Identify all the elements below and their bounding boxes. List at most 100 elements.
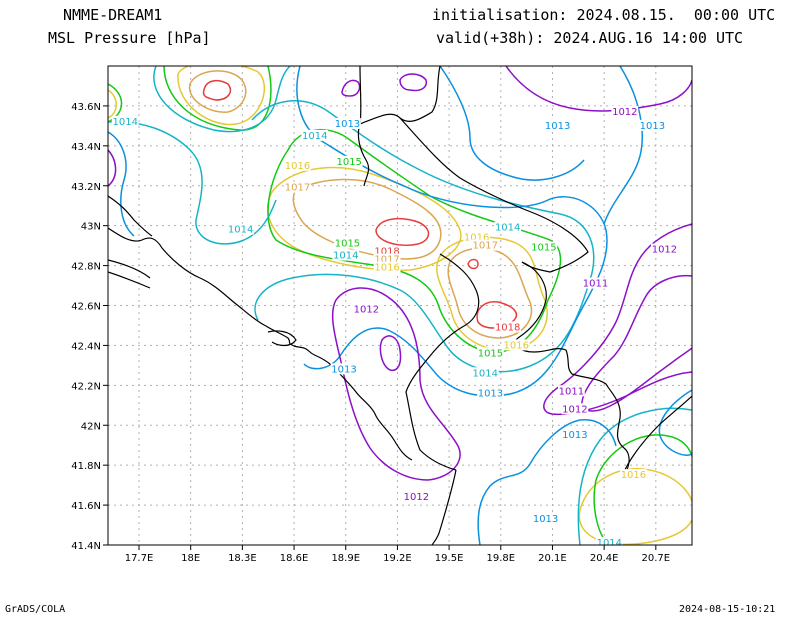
graticule-grid	[108, 66, 692, 545]
border-macedonia	[621, 395, 692, 477]
isobar-1013-northeast	[439, 66, 585, 181]
contour-label: 1012	[652, 245, 677, 256]
contour-label-bg	[595, 537, 623, 545]
lat-tick-label: 42.2N	[71, 381, 101, 392]
isobar-1013-far-east	[658, 389, 692, 456]
lon-tick-label: 20.7E	[642, 553, 671, 564]
isobar-1015-main	[267, 128, 562, 353]
contour-label-bg	[471, 239, 499, 251]
contour-label: 1013	[478, 388, 503, 399]
isobar-1014-north	[153, 66, 291, 133]
contour-label-bg	[477, 387, 504, 399]
contour-label: 1012	[612, 107, 637, 118]
isobar-1018-small	[467, 258, 479, 270]
isobar-1017-east	[447, 247, 533, 339]
contour-label: 1014	[473, 368, 498, 379]
border-bih	[357, 66, 370, 187]
contour-label-bg	[582, 277, 609, 289]
contour-label-bg	[330, 363, 358, 375]
contour-label: 1015	[478, 348, 503, 359]
coastlines-and-borders	[108, 66, 692, 545]
isobar-1012-center	[331, 287, 461, 481]
border-albania	[514, 261, 630, 477]
contour-label-bg	[402, 491, 430, 503]
contour-label-bg	[477, 347, 504, 359]
lat-tick-label: 41.6N	[71, 501, 101, 512]
coastline-inlet	[267, 330, 297, 347]
contour-label-bg	[373, 253, 401, 265]
contour-label: 1013	[335, 119, 360, 130]
isobar-1018-east	[476, 301, 518, 329]
contour-label-bg	[334, 237, 361, 249]
isobar-1013-west	[108, 131, 135, 237]
lat-tick-label: 41.8N	[71, 461, 101, 472]
contour-label-bg	[558, 385, 585, 397]
border-west	[108, 195, 153, 237]
isobar-1016-center	[267, 166, 462, 272]
lon-tick-label: 20.4E	[590, 553, 619, 564]
lon-tick-label: 18.6E	[280, 553, 309, 564]
isobar-1013-east	[603, 66, 643, 225]
isobar-1013-south	[477, 419, 617, 545]
contour-label: 1014	[597, 538, 622, 549]
lat-tick-label: 41.4N	[71, 541, 101, 552]
contour-label-bg	[373, 261, 401, 273]
border-south	[431, 469, 457, 545]
contour-label: 1016	[504, 340, 529, 351]
contour-label-bg	[334, 117, 361, 129]
contour-label-bg	[284, 159, 311, 171]
lon-tick-label: 19.2E	[383, 553, 412, 564]
contour-label: 1017	[285, 183, 310, 194]
contour-label: 1016	[285, 161, 310, 172]
isobar-1014-southeast	[577, 407, 692, 545]
contour-label: 1013	[331, 364, 356, 375]
lat-tick-label: 42.8N	[71, 262, 101, 273]
contour-label-bg	[494, 221, 522, 233]
contour-label-bg	[494, 321, 522, 333]
footer-timestamp: 2024-08-15-10:21	[679, 604, 776, 615]
axis-ticks: 17.7E 18E 18.3E 18.6E 18.9E 19.2E 19.5E 19.8E 20…	[71, 102, 670, 564]
isobar-1011	[581, 274, 692, 412]
isobar-1013-main	[296, 66, 608, 397]
contour-label-bg	[332, 249, 360, 261]
lat-tick-label: 43.2N	[71, 182, 101, 193]
contour-label-bg	[544, 119, 572, 131]
coastline-peninsula	[108, 259, 151, 289]
contour-label-bg	[471, 367, 499, 379]
contour-label: 1015	[335, 239, 360, 250]
isobar-lines	[108, 66, 692, 545]
isobar-1018-west	[375, 217, 430, 246]
border-kosovo	[405, 253, 480, 471]
contour-label: 1014	[333, 251, 358, 262]
contour-label-bg	[561, 403, 589, 415]
contour-label-bg	[335, 155, 363, 167]
model-title: NMME-DREAM1	[63, 6, 163, 24]
contour-label: 1017	[473, 241, 498, 252]
lat-tick-label: 43N	[81, 222, 101, 233]
contour-label-bg	[353, 303, 380, 315]
contour-label: 1016	[374, 263, 399, 274]
lat-tick-label: 42.6N	[71, 302, 101, 313]
contour-label-bg	[530, 241, 558, 253]
contour-label: 1013	[562, 430, 587, 441]
contour-label: 1015	[336, 157, 361, 168]
field-title: MSL Pressure [hPa]	[48, 29, 211, 47]
contour-label-bg	[502, 339, 530, 351]
contour-label: 1011	[583, 279, 608, 290]
lon-tick-label: 18.9E	[331, 553, 360, 564]
contour-label-bg	[638, 119, 666, 131]
contour-label: 1014	[113, 117, 138, 128]
contour-label: 1012	[404, 492, 429, 503]
initialisation-time: initialisation: 2024.08.15. 00:00 UTC	[432, 6, 776, 24]
isobar-1018-north	[202, 79, 232, 101]
contour-label: 1013	[533, 514, 558, 525]
isobar-1016-north	[177, 66, 266, 126]
contour-label-bg	[611, 105, 639, 117]
lon-tick-label: 20.1E	[538, 553, 567, 564]
lon-tick-label: 19.5E	[435, 553, 464, 564]
contour-label-bg	[301, 129, 329, 141]
contour-label-bg	[227, 223, 255, 235]
lon-tick-label: 18.3E	[228, 553, 257, 564]
lat-tick-label: 42.4N	[71, 341, 101, 352]
